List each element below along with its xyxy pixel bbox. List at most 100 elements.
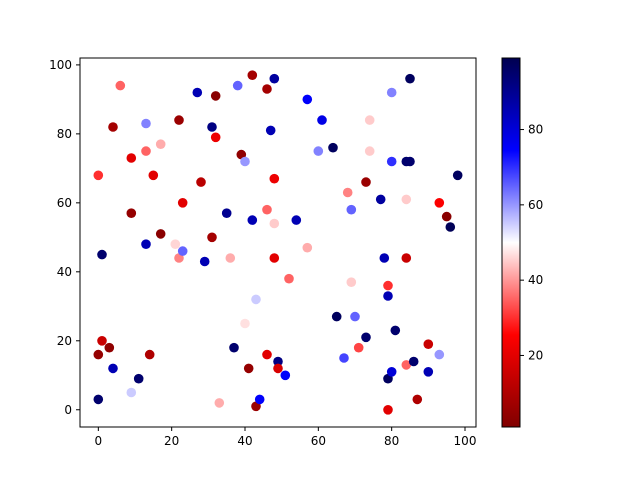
scatter-point [97, 336, 107, 346]
scatter-point [342, 187, 353, 198]
scatter-point [108, 363, 118, 374]
scatter-point [144, 349, 155, 360]
scatter-point [401, 194, 412, 205]
scatter-point [262, 84, 272, 94]
scatter-point [364, 115, 375, 125]
scatter-point [434, 349, 445, 360]
colorbar-gradient [502, 58, 520, 427]
scatter-point [383, 405, 393, 415]
scatter-point [346, 277, 357, 288]
scatter-point [445, 222, 456, 232]
scatter-point [115, 80, 126, 91]
scatter-point [339, 353, 349, 363]
scatter-point [262, 204, 272, 215]
scatter-point [386, 156, 397, 167]
scatter-point [262, 349, 272, 360]
x-tick-label: 100 [454, 434, 477, 448]
scatter-point [177, 246, 188, 256]
scatter-point [93, 394, 104, 405]
scatter-point [313, 146, 324, 156]
scatter-point [346, 204, 357, 215]
x-tick-label: 60 [311, 434, 326, 448]
scatter-point [361, 177, 371, 187]
scatter-point [317, 115, 327, 125]
scatter-point [331, 311, 342, 322]
scatter-point [386, 87, 397, 98]
scatter-point [133, 373, 144, 384]
scatter-point [408, 356, 419, 367]
scatter-point [328, 142, 338, 153]
colorbar-tick-label: 60 [528, 198, 543, 212]
scatter-point [141, 239, 151, 249]
scatter-point [254, 394, 265, 405]
x-tick-label: 20 [164, 434, 179, 448]
scatter-point [240, 318, 250, 329]
scatter-point [126, 208, 137, 218]
scatter-point [280, 370, 291, 381]
colorbar-tick-label: 40 [528, 273, 543, 287]
y-tick-label: 20 [57, 334, 72, 348]
scatter-point [401, 360, 412, 370]
scatter-point [353, 342, 364, 353]
scatter-point [108, 122, 118, 132]
scatter-point [383, 291, 393, 301]
y-tick-label: 80 [57, 127, 72, 141]
scatter-point [269, 73, 280, 84]
y-tick-label: 60 [57, 196, 72, 210]
scatter-point [240, 156, 250, 167]
scatter-point [269, 173, 280, 184]
scatter-point [225, 253, 236, 263]
scatter-point [434, 198, 445, 208]
scatter-point [247, 215, 258, 225]
scatter-point [441, 211, 452, 222]
scatter-point [93, 349, 104, 360]
scatter-point [350, 311, 360, 322]
x-tick-label: 0 [95, 434, 103, 448]
x-axis: 0 20 40 60 80 100 [95, 427, 477, 448]
scatter-point [364, 146, 375, 156]
x-tick-label: 80 [384, 434, 399, 448]
scatter-point [214, 398, 225, 408]
scatter-point [269, 218, 280, 229]
scatter-point [97, 249, 107, 260]
scatter-point [210, 132, 221, 143]
scatter-point [302, 242, 313, 253]
scatter-point [221, 208, 232, 218]
scatter-point [174, 115, 184, 125]
y-tick-label: 100 [49, 58, 72, 72]
scatter-point [291, 215, 302, 225]
scatter-point [170, 239, 181, 249]
scatter-point [104, 342, 115, 353]
scatter-point [375, 194, 386, 205]
scatter-point [302, 94, 313, 105]
scatter-point [199, 256, 210, 267]
scatter-point [196, 177, 206, 187]
scatter-point [284, 273, 294, 284]
scatter-point [273, 363, 283, 374]
colorbar: 20 40 60 80 [501, 57, 543, 428]
scatter-point [405, 156, 415, 167]
scatter-point [148, 170, 159, 181]
scatter-point [247, 70, 258, 80]
scatter-point [269, 253, 280, 263]
scatter-point [207, 232, 217, 243]
scatter-point [207, 122, 217, 132]
scatter-point [361, 332, 371, 343]
y-tick-label: 40 [57, 265, 72, 279]
scatter-point [229, 342, 239, 353]
scatter-point [412, 394, 423, 405]
scatter-point [126, 387, 137, 398]
scatter-point [243, 363, 254, 374]
scatter-point [273, 356, 283, 367]
scatter-point [126, 153, 137, 163]
scatter-point [251, 294, 261, 305]
scatter-point [423, 339, 434, 350]
scatter-point [141, 118, 151, 129]
scatter-point [192, 87, 203, 98]
plot-frame [79, 57, 477, 428]
y-tick-label: 0 [64, 403, 72, 417]
scatter-point [177, 198, 188, 208]
scatter-point [93, 170, 104, 181]
scatter-point [155, 229, 166, 239]
